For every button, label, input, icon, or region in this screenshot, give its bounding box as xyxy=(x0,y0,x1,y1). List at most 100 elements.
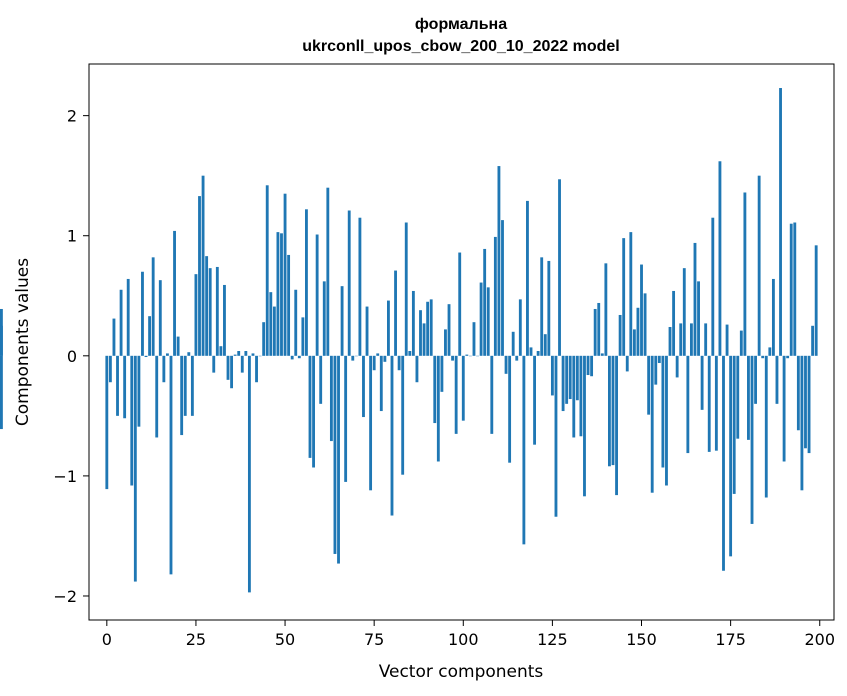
bar-125 xyxy=(550,355,554,396)
bar-120 xyxy=(533,355,536,445)
bar-39 xyxy=(244,351,248,356)
bar-63 xyxy=(329,355,333,442)
bar-37 xyxy=(237,351,241,356)
bar-155 xyxy=(657,355,661,364)
bar-61 xyxy=(322,281,326,356)
bar-7 xyxy=(130,355,134,486)
bar-15 xyxy=(158,280,162,356)
bar-series xyxy=(0,88,818,593)
bar-171 xyxy=(714,355,718,451)
bar-135 xyxy=(586,355,590,376)
bar-192 xyxy=(789,223,793,356)
bar-96 xyxy=(447,304,451,356)
bar-33 xyxy=(223,284,226,356)
y-tick-label-0: 0 xyxy=(67,347,77,366)
bar-189 xyxy=(779,88,782,356)
bar-112 xyxy=(504,355,508,374)
bar-87 xyxy=(415,355,419,383)
bar-46 xyxy=(269,292,273,356)
bar-36 xyxy=(233,354,237,356)
bar-193 xyxy=(793,222,797,356)
bar-183 xyxy=(757,175,761,356)
bar-0 xyxy=(105,355,109,490)
bar-186 xyxy=(768,347,772,356)
bar-139 xyxy=(600,353,604,356)
bar-140 xyxy=(604,263,608,356)
bar-79 xyxy=(387,300,390,356)
bar-27 xyxy=(201,175,205,356)
bar-52 xyxy=(290,355,294,360)
bar-108 xyxy=(490,355,494,434)
bar-69 xyxy=(351,355,355,361)
bar-106 xyxy=(483,248,487,356)
bar-181 xyxy=(750,355,754,524)
bar-28 xyxy=(205,256,209,356)
bar-191 xyxy=(786,355,790,359)
bar-100 xyxy=(461,355,465,421)
bar-148 xyxy=(632,329,636,356)
bar-177 xyxy=(736,355,740,439)
bar-71 xyxy=(358,217,362,356)
bar-160 xyxy=(675,355,679,378)
bar-142 xyxy=(611,355,615,466)
bar-158 xyxy=(668,326,672,356)
bar-56 xyxy=(305,209,308,356)
bar-47 xyxy=(272,306,276,356)
chart-title-line-1: формальна xyxy=(415,16,507,33)
bar-138 xyxy=(597,302,601,356)
bar-23 xyxy=(187,352,191,356)
bar-73 xyxy=(365,306,369,356)
bar-20 xyxy=(176,336,180,356)
bar-83 xyxy=(401,355,405,475)
bar-91 xyxy=(429,299,433,356)
y-tick-label-2: 2 xyxy=(67,107,77,126)
bar-159 xyxy=(672,290,676,356)
bar-157 xyxy=(665,355,668,486)
bar-153 xyxy=(650,355,654,493)
bar-6 xyxy=(126,278,130,356)
bar-30 xyxy=(212,355,216,373)
bar-93 xyxy=(436,355,440,462)
bar-40 xyxy=(247,355,251,593)
bar-35 xyxy=(230,355,234,389)
bar-undefined xyxy=(0,325,3,356)
bar-1 xyxy=(108,355,112,383)
bar-119 xyxy=(529,347,533,356)
bar-185 xyxy=(764,355,768,498)
bar-42 xyxy=(255,355,258,383)
bar-172 xyxy=(718,161,722,356)
bar-45 xyxy=(265,185,269,356)
x-tick-label-175: 175 xyxy=(715,630,746,649)
bar-190 xyxy=(782,355,786,462)
bar-62 xyxy=(326,187,330,356)
bar-170 xyxy=(711,217,715,356)
bar-109 xyxy=(493,236,497,356)
bar-22 xyxy=(183,355,187,416)
bar-88 xyxy=(419,310,422,356)
bar-49 xyxy=(280,233,283,356)
bar-167 xyxy=(700,355,704,410)
bar-44 xyxy=(262,322,266,356)
chart-title-line-2: ukrconll_upos_cbow_200_10_2022 model xyxy=(302,38,619,55)
bar-undefined xyxy=(0,355,3,430)
bar-182 xyxy=(754,355,757,404)
bar-107 xyxy=(486,287,490,356)
bar-116 xyxy=(518,299,522,356)
bar-64 xyxy=(333,355,337,554)
bar-94 xyxy=(440,355,444,392)
bar-169 xyxy=(707,355,711,452)
bar-8 xyxy=(133,355,137,582)
bar-124 xyxy=(547,260,551,356)
bar-162 xyxy=(682,268,686,356)
bar-82 xyxy=(397,355,401,371)
y-axis-ticks: −2 −1 0 1 2 xyxy=(53,107,89,606)
bar-54 xyxy=(297,355,301,359)
bar-85 xyxy=(408,351,412,356)
bar-114 xyxy=(511,331,515,356)
bar-198 xyxy=(811,325,815,356)
bar-101 xyxy=(465,354,469,356)
bar-59 xyxy=(315,234,319,356)
bar-127 xyxy=(558,179,561,356)
bar-5 xyxy=(123,355,127,419)
